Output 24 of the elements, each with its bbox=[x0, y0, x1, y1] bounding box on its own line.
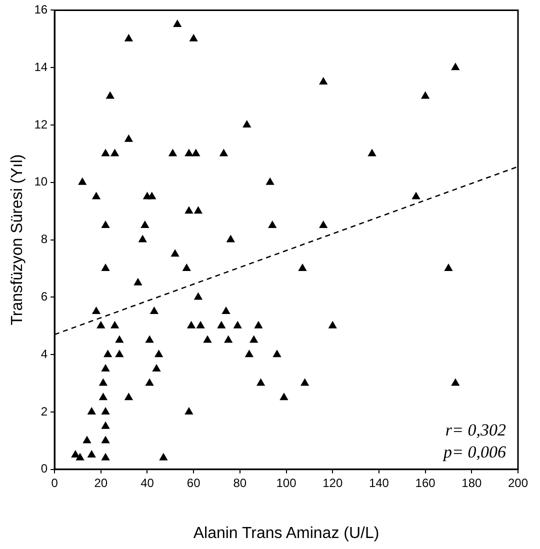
annotation: p= 0,006 bbox=[442, 442, 506, 462]
y-tick-label: 0 bbox=[40, 462, 48, 476]
y-tick-label: 4 bbox=[40, 346, 48, 361]
y-tick-label: 16 bbox=[34, 2, 48, 17]
y-tick-label: 14 bbox=[34, 60, 48, 74]
x-axis-title: Alanin Trans Aminaz (U/L) bbox=[193, 524, 380, 542]
y-axis-title: Transfüzyon Süresi (Yıl) bbox=[9, 154, 26, 326]
annotation: r= 0,302 bbox=[445, 420, 506, 440]
y-tick-label: 8 bbox=[40, 232, 48, 246]
x-tick-label: 100 bbox=[276, 476, 297, 490]
x-tick-label: 40 bbox=[140, 476, 154, 490]
y-tick-label: 10 bbox=[34, 174, 48, 189]
y-tick-label: 12 bbox=[34, 117, 48, 132]
x-tick-label: 160 bbox=[415, 476, 436, 490]
x-tick-label: 200 bbox=[508, 476, 528, 490]
x-tick-label: 60 bbox=[186, 476, 201, 490]
x-tick-label: 140 bbox=[368, 476, 390, 490]
x-tick-label: 0 bbox=[51, 476, 58, 490]
x-tick-label: 80 bbox=[233, 476, 247, 490]
y-tick-label: 6 bbox=[40, 290, 48, 304]
x-tick-label: 20 bbox=[94, 476, 108, 490]
y-tick-label: 2 bbox=[40, 404, 48, 418]
x-tick-label: 120 bbox=[322, 476, 343, 490]
x-tick-label: 180 bbox=[462, 476, 482, 490]
